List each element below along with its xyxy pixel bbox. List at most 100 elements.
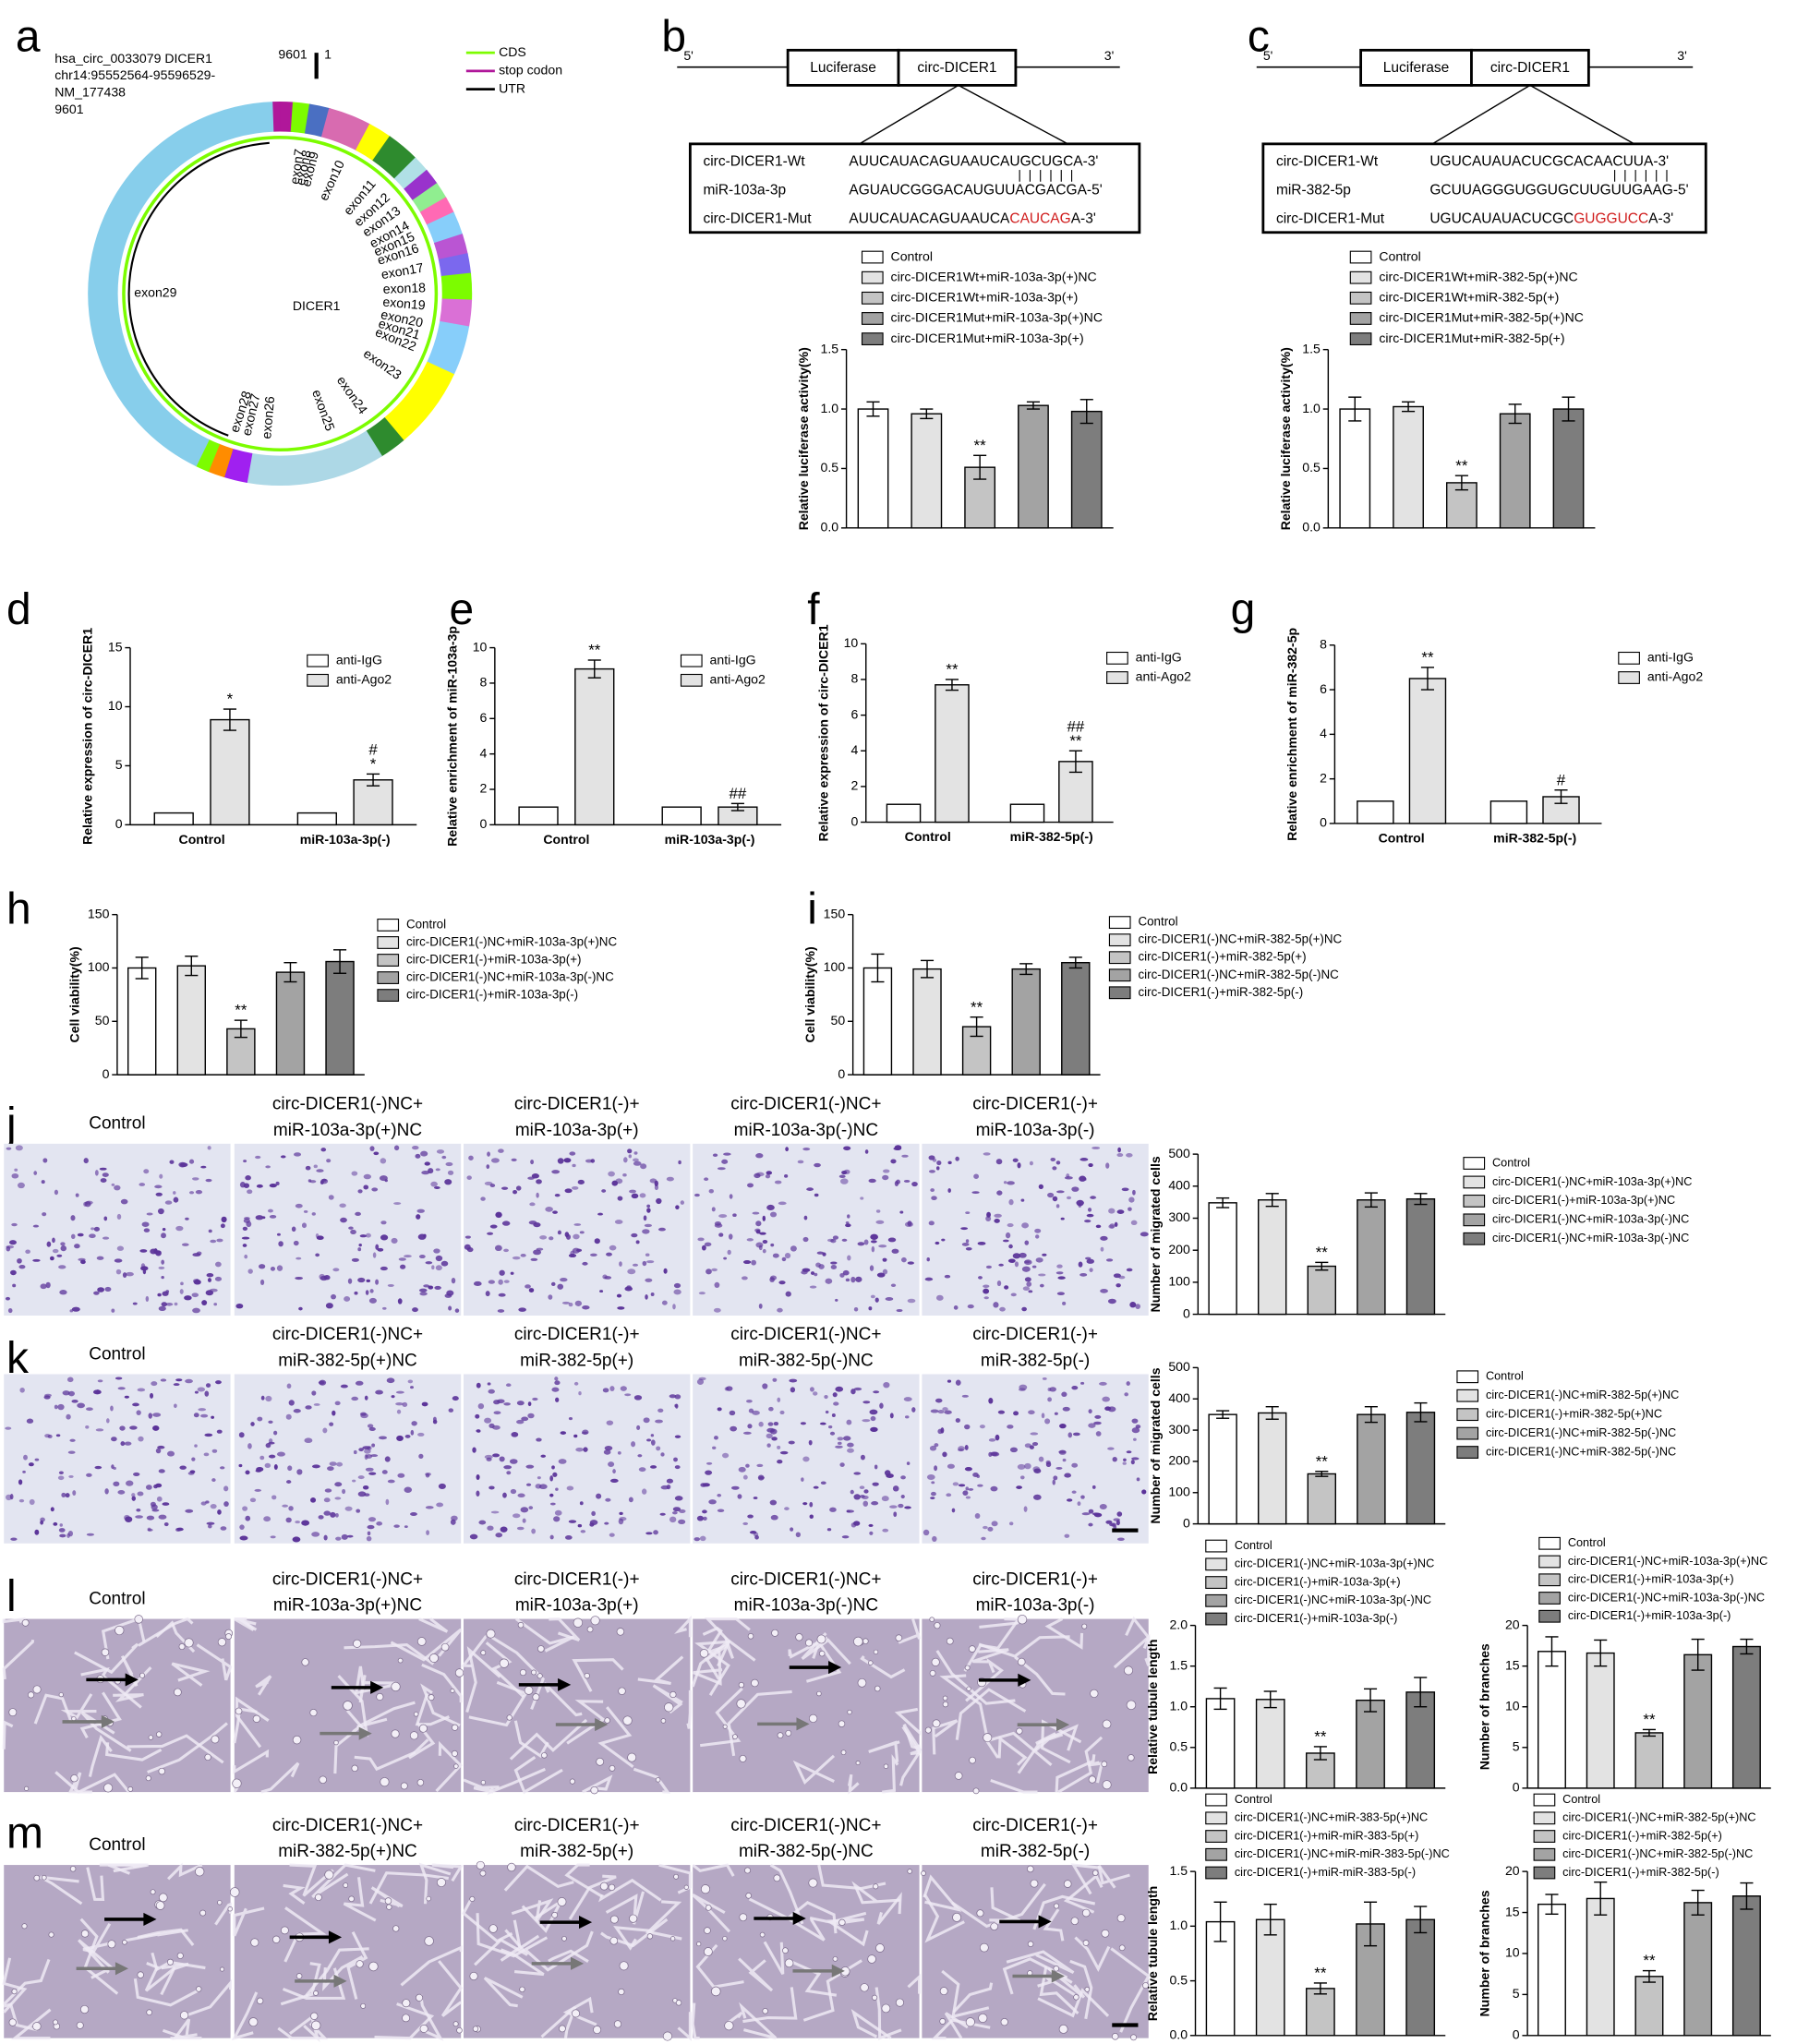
cell-cluster (415, 1993, 424, 2002)
cell-cluster (532, 1693, 540, 1701)
cell (674, 1394, 681, 1400)
cell (431, 1265, 435, 1270)
cell-cluster (669, 1936, 676, 1942)
cell-cluster (310, 2020, 321, 2031)
cell (57, 1403, 65, 1411)
cell (28, 1462, 34, 1467)
cell (757, 1474, 765, 1481)
cell (572, 1163, 576, 1168)
cell (1021, 1266, 1031, 1272)
cell-cluster (1111, 2033, 1119, 2040)
cell (940, 1427, 945, 1434)
cell (1136, 1477, 1140, 1482)
legend-swatch (680, 654, 703, 667)
tube (790, 1960, 838, 1997)
cell (813, 1485, 819, 1489)
cell (380, 1220, 387, 1225)
cell (150, 1501, 156, 1507)
cell (777, 1445, 781, 1449)
cell (335, 1512, 339, 1518)
cell (384, 1456, 391, 1462)
cell (487, 1382, 491, 1386)
legend-swatch (1349, 312, 1372, 325)
tube (99, 1863, 149, 1873)
y-tick-label: 0.5 (821, 460, 839, 475)
luciferase-box (786, 48, 900, 87)
cell (958, 1448, 964, 1452)
cell (11, 1222, 18, 1227)
cell (993, 1302, 999, 1308)
cell (521, 1416, 529, 1422)
cell (1028, 1410, 1035, 1415)
cell (569, 1151, 576, 1156)
tube (990, 1778, 1038, 1794)
cell (167, 1450, 175, 1457)
cell (532, 1397, 538, 1401)
cell (368, 1517, 377, 1522)
cell (965, 1247, 972, 1251)
bar (1405, 1197, 1436, 1316)
cell (747, 1183, 754, 1188)
legend-label: circ-DICER1(-)+miR-103a-3p(+) (1235, 1575, 1401, 1588)
cell (114, 1184, 121, 1191)
tube (233, 1707, 258, 1744)
cell (511, 1432, 519, 1437)
column-header: miR-103a-3p(+)NC (273, 1121, 422, 1140)
legend-label: UTR (499, 80, 525, 95)
y-tick-label: 150 (88, 906, 110, 920)
cell (477, 1402, 485, 1410)
cell (347, 1278, 353, 1284)
cell (666, 1484, 671, 1490)
cell (961, 1242, 970, 1246)
cell (589, 1522, 595, 1527)
cell (75, 1193, 79, 1197)
cell (768, 1406, 774, 1412)
cell-cluster (1070, 1917, 1079, 1926)
cell (711, 1268, 718, 1272)
cell (941, 1238, 946, 1242)
cell (657, 1227, 666, 1232)
cell (944, 1410, 952, 1414)
cell-cluster (675, 2000, 682, 2006)
cell (772, 1377, 778, 1382)
cell-cluster (1090, 1689, 1099, 1699)
cell (781, 1256, 787, 1262)
cell (316, 1169, 324, 1172)
cell-cluster (155, 1901, 165, 1910)
cell (499, 1456, 505, 1462)
tube (322, 1955, 364, 1991)
legend-swatch (1538, 1592, 1561, 1605)
column-header: Control (89, 1589, 145, 1608)
column-header: Control (89, 1114, 145, 1134)
cell (116, 1245, 125, 1251)
cell (555, 1487, 559, 1491)
cell (952, 1482, 959, 1486)
cell (983, 1152, 991, 1156)
cell (379, 1436, 387, 1440)
cell (1012, 1253, 1021, 1259)
cell (1099, 1503, 1107, 1510)
cell (890, 1283, 897, 1287)
cell (882, 1174, 889, 1181)
cell (484, 1417, 492, 1424)
tube (476, 1913, 549, 1958)
legend-swatch (1205, 1557, 1227, 1571)
cell (516, 1526, 525, 1531)
tube (82, 1922, 115, 1954)
cell (350, 1229, 356, 1235)
cell (872, 1482, 879, 1486)
legend-swatch (1106, 671, 1128, 684)
cell (675, 1403, 679, 1409)
legend-label: Control (891, 248, 933, 263)
cell (965, 1496, 971, 1499)
tube (548, 1949, 589, 1963)
cell (661, 1300, 668, 1305)
tube (356, 1701, 416, 1729)
cell (727, 1249, 731, 1256)
cell-cluster (921, 1870, 926, 1876)
cell-cluster (428, 1694, 435, 1701)
bar (1489, 800, 1528, 824)
cell (845, 1223, 851, 1228)
cell (276, 1232, 281, 1236)
panel-label: l (6, 1572, 17, 1621)
